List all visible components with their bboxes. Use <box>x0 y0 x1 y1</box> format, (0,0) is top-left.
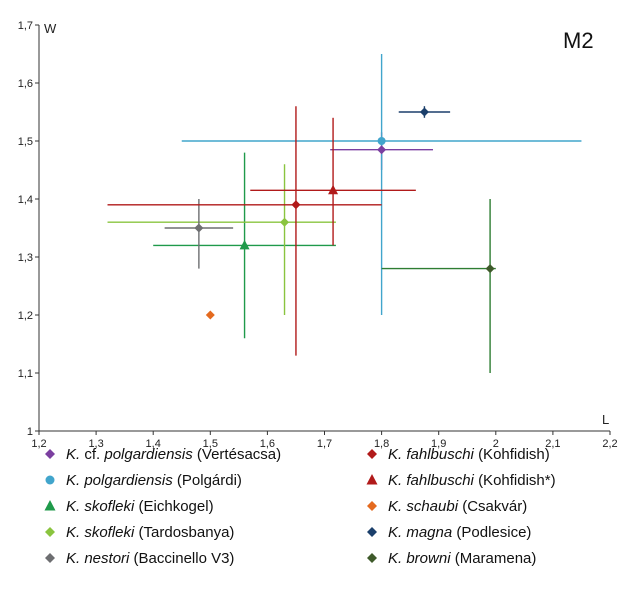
data-point <box>419 107 429 117</box>
legend-label: K. schaubi (Csakvár) <box>388 498 527 515</box>
data-point <box>291 200 301 210</box>
data-point <box>205 310 215 320</box>
legend-item: K. cf. polgardiensis (Vertésacsa) <box>45 446 281 463</box>
x-tick-label: 1,2 <box>31 438 46 450</box>
legend-marker <box>44 500 56 511</box>
legend-marker <box>45 449 55 459</box>
axes: 1,2 1,3 1,4 1,5 1,6 1,7 1,8 1,9 2 2,1 2,2 1 1,1 1,2 1,… <box>18 20 618 450</box>
legend-label: K. fahlbuschi (Kohfidish) <box>388 446 550 463</box>
x-tick-label: 1,6 <box>260 438 275 450</box>
legend-marker <box>367 449 377 459</box>
legend-item: K. magna (Podlesice) <box>367 524 531 541</box>
legend-item: K. browni (Maramena) <box>367 550 536 567</box>
legend-label: K. skofleki (Eichkogel) <box>66 498 214 515</box>
data-point <box>377 137 386 145</box>
legend-marker <box>45 553 55 563</box>
y-tick-label: 1,2 <box>18 310 33 322</box>
y-tick-label: 1,4 <box>18 194 33 206</box>
legend-item: K. skofleki (Eichkogel) <box>44 498 214 515</box>
legend-label: K. magna (Podlesice) <box>388 524 531 541</box>
x-tick-label: 1,3 <box>88 438 103 450</box>
y-tick-label: 1,1 <box>18 368 33 380</box>
legend-item: K. polgardiensis (Polgárdi) <box>45 472 242 489</box>
x-tick-label: 1,8 <box>374 438 389 450</box>
data-point <box>377 145 387 155</box>
legend-label: K. nestori (Baccinello V3) <box>66 550 234 567</box>
y-tick-label: 1,3 <box>18 252 33 264</box>
legend-marker <box>367 501 377 511</box>
y-tick-label: 1 <box>27 426 33 438</box>
x-tick-label: 2,2 <box>602 438 617 450</box>
x-tick-label: 1,4 <box>146 438 161 450</box>
legend-label: K. cf. polgardiensis (Vertésacsa) <box>66 446 281 463</box>
data-point <box>280 217 290 227</box>
legend-item: K. fahlbuschi (Kohfidish*) <box>366 472 556 489</box>
legend-marker <box>45 475 55 485</box>
chart-marks <box>194 107 495 320</box>
x-axis-title: L <box>602 412 609 427</box>
y-tick-label: 1,6 <box>18 78 33 90</box>
data-point <box>328 184 339 195</box>
x-tick-label: 2,1 <box>545 438 560 450</box>
x-tick-label: 1,7 <box>317 438 332 450</box>
panel-label: M2 <box>563 28 594 53</box>
legend-marker <box>367 553 377 563</box>
legend-label: K. browni (Maramena) <box>388 550 536 567</box>
legend-label: K. polgardiensis (Polgárdi) <box>66 472 242 489</box>
y-axis-title: W <box>44 21 57 36</box>
legend-label: K. skofleki (Tardosbanya) <box>66 524 234 541</box>
legend-item: K. schaubi (Csakvár) <box>367 498 527 515</box>
legend-marker <box>366 474 378 485</box>
x-tick-label: 1,9 <box>431 438 446 450</box>
y-tick-label: 1,7 <box>18 20 33 32</box>
legend-marker <box>367 527 377 537</box>
legend-marker <box>45 527 55 537</box>
y-tick-label: 1,5 <box>18 136 33 148</box>
x-tick-label: 2 <box>493 438 499 450</box>
legend-item: K. skofleki (Tardosbanya) <box>45 524 234 541</box>
plot-area <box>107 54 582 373</box>
x-tick-label: 1,5 <box>203 438 218 450</box>
legend: K. cf. polgardiensis (Vertésacsa) K. polg… <box>44 446 556 567</box>
legend-item: K. nestori (Baccinello V3) <box>45 550 234 567</box>
legend-label: K. fahlbuschi (Kohfidish*) <box>388 472 556 489</box>
data-point <box>239 239 250 250</box>
data-point <box>194 223 204 233</box>
legend-item: K. fahlbuschi (Kohfidish) <box>367 446 550 463</box>
data-point <box>485 264 495 274</box>
